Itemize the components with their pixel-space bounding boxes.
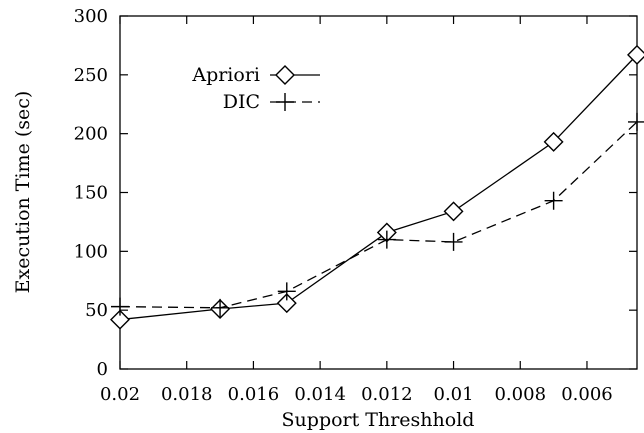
plus-marker xyxy=(211,298,230,317)
series-layer xyxy=(110,44,644,330)
legend-diamond-marker xyxy=(275,65,295,85)
y-tick-label: 150 xyxy=(74,183,108,204)
y-tick-label: 300 xyxy=(74,6,108,27)
x-tick-label: 0.006 xyxy=(561,384,613,405)
plus-marker xyxy=(444,232,463,251)
diamond-marker xyxy=(110,309,130,330)
diamond-marker xyxy=(627,44,644,65)
x-tick-label: 0.016 xyxy=(228,384,280,405)
x-tick-label: 0.012 xyxy=(361,384,413,405)
plus-marker xyxy=(111,297,129,316)
series-line xyxy=(119,54,638,321)
x-tick-label: 0.01 xyxy=(434,384,474,405)
y-tick-label: 100 xyxy=(74,241,108,262)
y-tick-label: 250 xyxy=(74,65,108,86)
x-tick-label: 0.02 xyxy=(100,384,140,405)
legend: Apriori DIC xyxy=(191,64,320,113)
plus-marker xyxy=(277,282,296,301)
legend-label: DIC xyxy=(223,91,260,113)
legend-plus-marker xyxy=(276,93,294,111)
y-axis-ticks: 0 50 100 150 200 250 300 xyxy=(74,6,637,380)
y-tick-label: 200 xyxy=(74,124,108,145)
y-axis-title: Execution Time (sec) xyxy=(12,91,34,294)
series-dic xyxy=(111,112,644,317)
plus-marker xyxy=(544,191,563,210)
x-axis-title: Support Threshhold xyxy=(282,409,475,431)
series-line xyxy=(119,121,638,309)
x-tick-label: 0.008 xyxy=(494,384,546,405)
x-tick-label: 0.014 xyxy=(294,384,346,405)
y-tick-label: 0 xyxy=(97,359,108,380)
diamond-marker xyxy=(543,131,564,152)
series-apriori xyxy=(110,44,644,330)
x-axis-ticks: 0.02 0.018 0.016 0.014 0.012 0.01 0.008 0.006 xyxy=(100,16,613,405)
diamond-marker xyxy=(276,293,297,314)
x-tick-label: 0.018 xyxy=(161,384,213,405)
diamond-marker xyxy=(443,201,464,222)
plus-marker xyxy=(377,230,396,249)
plus-marker xyxy=(628,112,644,131)
y-tick-label: 50 xyxy=(85,300,108,321)
legend-label: Apriori xyxy=(191,64,260,86)
